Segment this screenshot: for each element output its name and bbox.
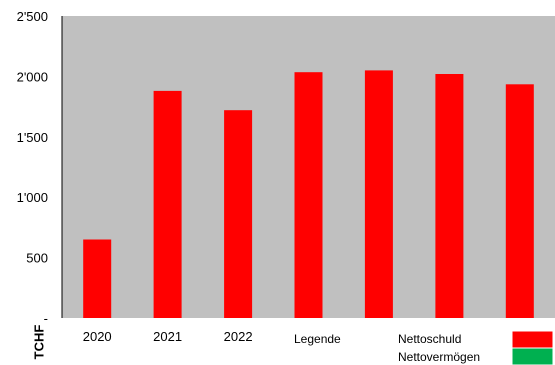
legend-label-nettovermoegen: Nettovermögen <box>398 350 480 364</box>
legend-title: Legende <box>294 332 341 346</box>
bar-6 <box>435 74 464 318</box>
bar-5 <box>364 70 393 319</box>
bar-7 <box>505 84 534 318</box>
bar-1 <box>83 239 112 318</box>
y-axis-label: TCHF <box>31 325 46 360</box>
y-tick-label: - <box>44 311 48 326</box>
bar-2 <box>153 90 182 319</box>
bar-4 <box>294 72 323 318</box>
y-tick-labels: - 500 1'000 1'500 2'000 2'500 <box>17 9 48 326</box>
legend-label-nettoschuld: Nettoschuld <box>398 332 461 346</box>
legend-swatch-nettoschuld <box>511 330 554 349</box>
y-tick-label: 500 <box>26 251 48 266</box>
y-tick-label: 2'500 <box>17 9 48 24</box>
x-tick-label: 2021 <box>153 329 182 344</box>
bar-3 <box>224 110 253 318</box>
legend-swatch-nettovermoegen <box>511 347 554 365</box>
y-tick-label: 1'000 <box>17 190 48 205</box>
bars <box>83 70 534 319</box>
x-tick-label: 2022 <box>224 329 253 344</box>
y-tick-label: 1'500 <box>17 130 48 145</box>
legend: Legende Nettoschuld Nettovermögen <box>294 330 554 365</box>
y-tick-label: 2'000 <box>17 69 48 84</box>
x-tick-labels: 2020 2021 2022 <box>83 329 253 344</box>
x-tick-label: 2020 <box>83 329 112 344</box>
